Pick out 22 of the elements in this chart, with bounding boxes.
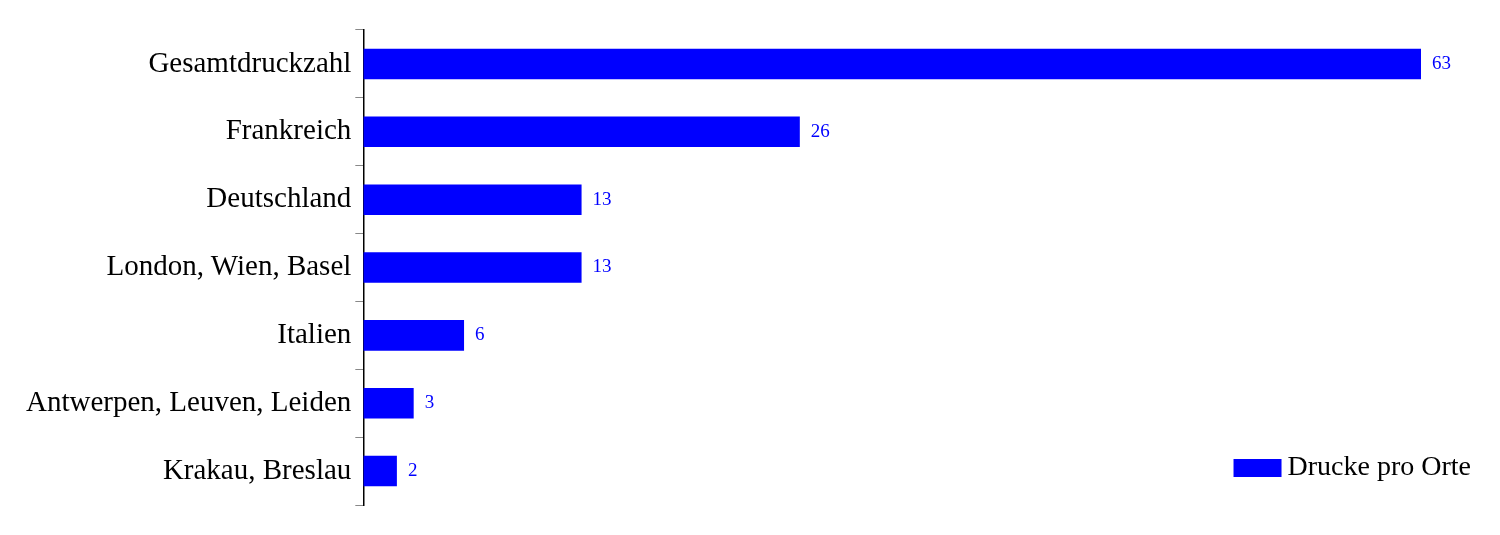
data-label: 13: [592, 255, 612, 277]
data-label: 13: [592, 187, 612, 209]
data-label: 3: [424, 391, 435, 413]
bar: [363, 116, 800, 148]
bar: [363, 320, 465, 351]
y-tick-label: Frankreich: [225, 113, 352, 146]
legend-label: Drucke pro Orte: [1287, 450, 1472, 482]
data-label: 26: [810, 119, 830, 141]
y-tick-label: Krakau, Breslau: [162, 452, 352, 485]
y-tick-label: Deutschland: [206, 181, 352, 214]
bar: [363, 48, 1421, 80]
y-tick-label: Italien: [277, 316, 352, 349]
bar: [363, 184, 582, 215]
y-tick-label: Gesamtdruckzahl: [148, 45, 352, 78]
data-label: 2: [407, 459, 418, 481]
y-tick-label: Antwerpen, Leuven, Leiden: [25, 384, 352, 417]
bar: [363, 252, 582, 283]
data-label: 63: [1432, 51, 1451, 73]
y-tick-label: London, Wien, Basel: [106, 249, 352, 282]
data-label: 6: [475, 323, 485, 345]
bar: [363, 455, 397, 487]
bar: [363, 387, 414, 419]
